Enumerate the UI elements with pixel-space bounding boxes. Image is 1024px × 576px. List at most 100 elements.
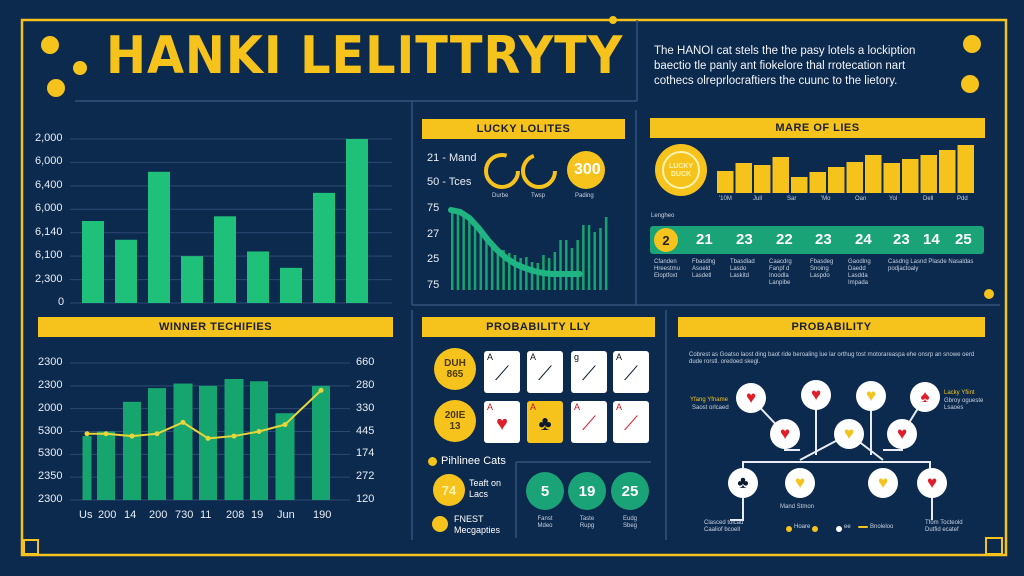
line-point: [318, 387, 324, 393]
card-rank: A: [530, 352, 537, 362]
bar: [570, 248, 574, 290]
card-rank: g: [574, 352, 580, 362]
x-tick-label: Oan: [855, 196, 867, 202]
badge-3: 74: [433, 474, 465, 506]
bar: [275, 413, 295, 500]
card-rank: A: [487, 402, 494, 412]
legend-swatch: [812, 526, 818, 532]
heart-node-icon[interactable]: ♥: [736, 383, 766, 413]
bar: [754, 165, 771, 193]
tree-bottom-right: Tfom Tocteold Dutfid ecatef: [925, 520, 963, 533]
line-point: [256, 429, 262, 434]
heart-node-icon[interactable]: ♥: [856, 381, 886, 411]
heart-node-icon[interactable]: ♥: [770, 419, 800, 449]
x-tick-label: Dell: [923, 196, 934, 202]
prob-left-header: PROBABILITY LLY: [422, 317, 655, 337]
badge-2: 20IE 13: [434, 400, 476, 442]
green-stat-circle: 25: [611, 472, 649, 510]
y-tick-label: 0: [58, 296, 65, 308]
chart-main-bars: [70, 138, 392, 304]
playing-card[interactable]: A ⟋: [571, 401, 607, 443]
strip-number: 22: [776, 231, 793, 248]
bar: [525, 257, 528, 290]
tree-mid-label: Mand Stmon: [780, 504, 815, 510]
bar: [530, 262, 534, 290]
line-point: [282, 422, 288, 428]
green-stat-circle: 5: [526, 472, 564, 510]
bar: [846, 162, 863, 193]
frame: [20, 18, 1008, 557]
playing-card[interactable]: A ⟋: [484, 351, 520, 393]
spade-node-icon[interactable]: ♠: [910, 382, 940, 412]
y-tick-right: 280: [356, 378, 375, 391]
heart-node-icon[interactable]: ♥: [785, 468, 815, 498]
strip-number: 21: [696, 231, 713, 248]
y-tick-right: 660: [356, 356, 375, 368]
line-point: [180, 419, 186, 425]
bar: [559, 240, 562, 290]
tree-right-label: Lacky Yfiint: [944, 390, 975, 396]
x-tick-label: Jull: [753, 196, 763, 202]
card-rank: A: [616, 402, 623, 412]
playing-card[interactable]: A ⟋: [613, 401, 649, 443]
bar: [582, 225, 585, 290]
green-stat-caption: Taste Rupg: [579, 516, 595, 529]
curve-icon: ⟋: [538, 363, 552, 385]
strip-number: 23: [815, 231, 832, 248]
y-tick-left: 2300: [38, 493, 63, 505]
y-tick-right: 120: [356, 493, 375, 505]
badge-4-text: FNEST Mecgapties: [454, 514, 501, 535]
heart-node-icon[interactable]: ♥: [868, 468, 898, 498]
lucky-value: 300: [574, 161, 601, 178]
x-tick-label: Yol: [889, 196, 898, 202]
strip-caption: Fbasdng Asoeld Lasdetl: [692, 259, 716, 279]
legend-swatch: [858, 526, 868, 528]
legend-swatch: [786, 526, 792, 532]
playing-card[interactable]: A ♣: [527, 401, 563, 443]
dividers: [75, 20, 1000, 540]
heart-node-icon[interactable]: ♥: [801, 380, 831, 410]
playing-card[interactable]: A ♥: [484, 401, 520, 443]
y-tick-label: 75: [427, 279, 440, 291]
strip-number: 25: [955, 231, 972, 248]
strip-caption: Gaodlng Daedd Lasdda Impada: [848, 259, 871, 286]
bar: [496, 248, 500, 290]
bar: [536, 263, 539, 290]
bar: [587, 225, 591, 290]
heart-node-icon[interactable]: ♥: [917, 468, 947, 498]
heart-node-icon[interactable]: ♥: [834, 419, 864, 449]
header-description: The HANOI cat stels the the pasy lotels …: [654, 45, 916, 87]
curve-icon: ⟋: [624, 363, 638, 385]
strip-number: 23: [893, 231, 910, 248]
bar: [939, 150, 956, 193]
strip-number: 23: [736, 231, 753, 248]
line-point: [84, 431, 90, 437]
x-tick-label: 208: [226, 509, 245, 521]
playing-card[interactable]: A ⟋: [613, 351, 649, 393]
tree-left-label: Yfang Yfname: [690, 397, 728, 403]
strip-caption: Fbasdeg Snoing Laspdo: [810, 259, 834, 279]
cats-dot: [428, 457, 437, 466]
y-tick-right: 174: [356, 447, 375, 460]
playing-card[interactable]: A ⟋: [527, 351, 563, 393]
club-node-icon[interactable]: ♣: [728, 468, 758, 498]
chart-mare: [717, 145, 974, 193]
line-point: [205, 435, 211, 441]
bar: [312, 385, 330, 500]
playing-card[interactable]: g ⟋: [571, 351, 607, 393]
ring-caption: Twsp: [531, 193, 546, 199]
bar: [828, 167, 845, 193]
y-tick-label: 6,000: [35, 202, 63, 215]
legend-label: Hoare: [794, 524, 811, 530]
bar: [462, 215, 465, 290]
bar: [519, 258, 522, 290]
y-tick-label: 27: [427, 228, 440, 240]
bar: [717, 171, 734, 193]
bar: [214, 216, 236, 303]
bar: [181, 256, 203, 303]
y-tick-label: 75: [427, 202, 440, 214]
bar: [957, 145, 974, 193]
bar: [346, 139, 368, 303]
x-tick-label: 'Mo: [821, 196, 831, 202]
heart-node-icon[interactable]: ♥: [887, 419, 917, 449]
